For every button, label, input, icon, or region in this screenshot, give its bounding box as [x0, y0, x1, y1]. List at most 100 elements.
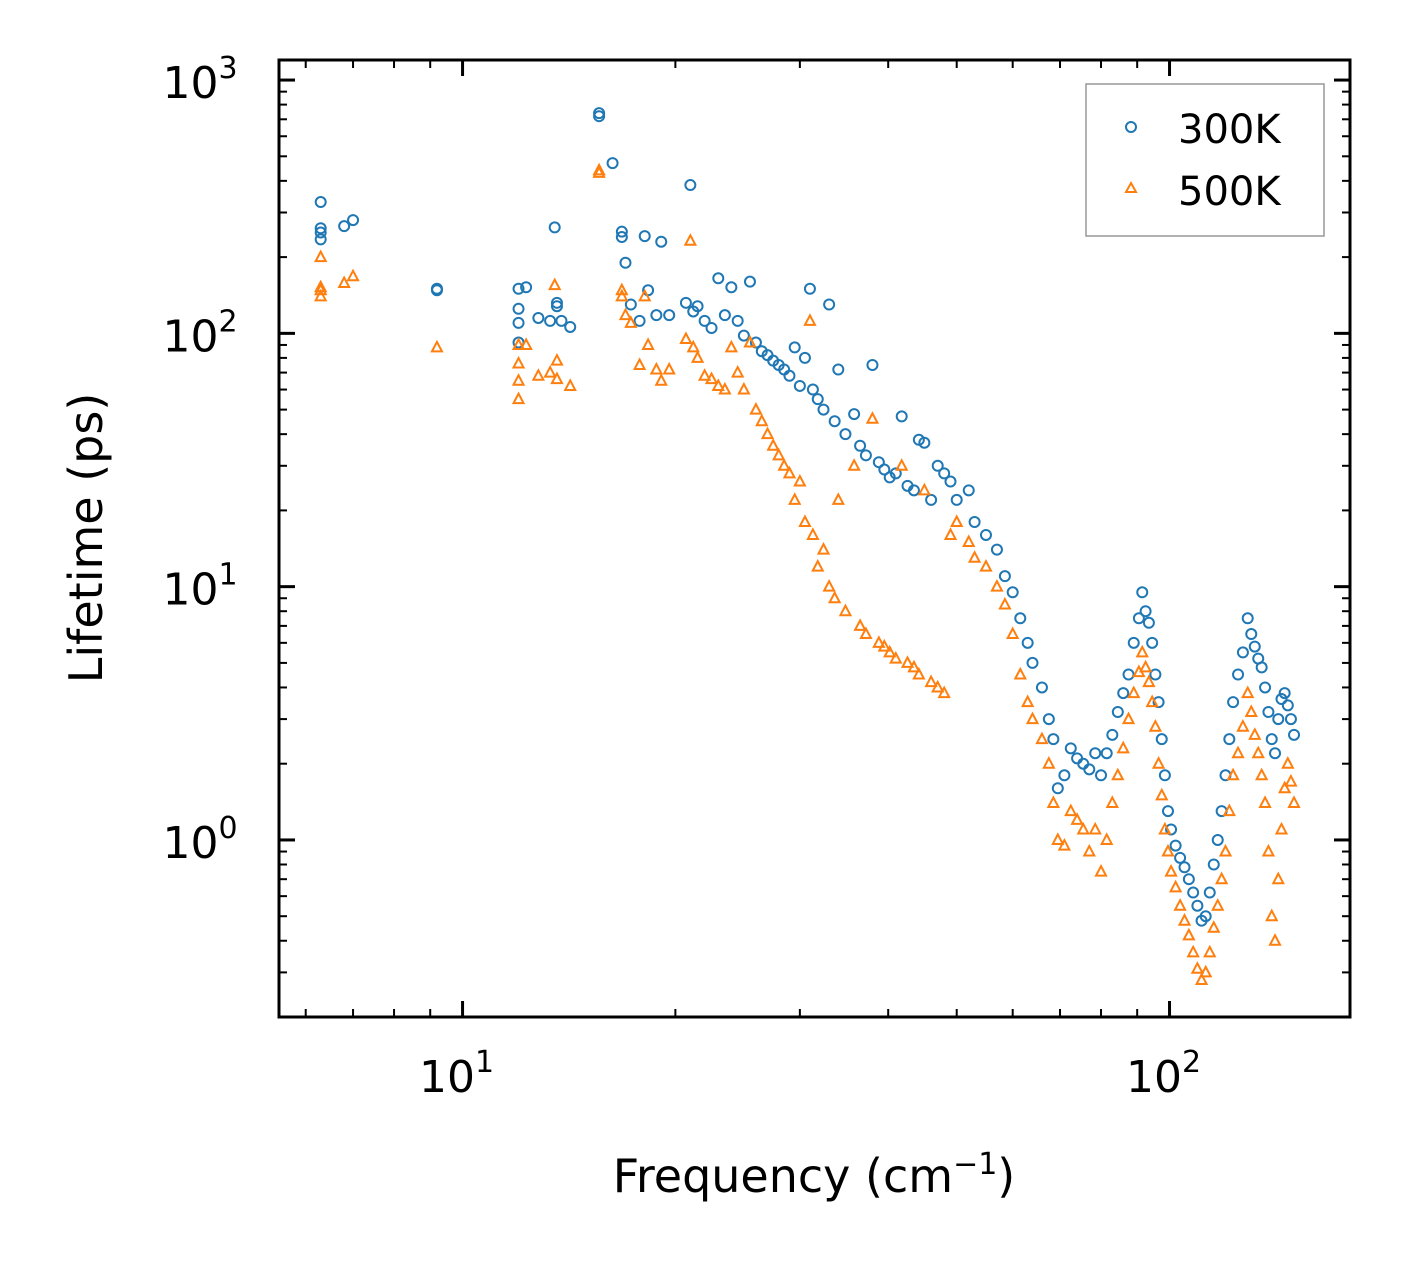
- point-500K: [511, 337, 526, 350]
- point-500K: [943, 527, 958, 540]
- point-500K: [1177, 913, 1192, 926]
- point-300K: [1051, 782, 1064, 795]
- point-300K: [593, 110, 606, 123]
- point-300K: [1278, 687, 1291, 700]
- point-500K: [1207, 920, 1221, 933]
- point-300K: [1026, 656, 1039, 669]
- point-500K: [865, 411, 880, 424]
- point-500K: [1226, 767, 1240, 781]
- point-300K: [878, 463, 891, 476]
- point-500K: [1218, 843, 1233, 857]
- point-500K: [1035, 731, 1049, 745]
- point-500K: [649, 361, 664, 375]
- point-500K: [1261, 843, 1276, 857]
- point-300K: [338, 220, 351, 233]
- point-300K: [1275, 693, 1288, 706]
- point-500K: [793, 473, 807, 487]
- point-500K: [1006, 626, 1020, 640]
- point-500K: [962, 534, 976, 548]
- point-300K: [1117, 687, 1130, 700]
- point-300K: [712, 272, 725, 285]
- point-500K: [816, 541, 831, 555]
- point-300K: [1191, 899, 1204, 912]
- point-500K: [1236, 719, 1250, 732]
- point-500K: [1164, 863, 1178, 877]
- point-500K: [1116, 740, 1130, 754]
- point-500K: [550, 353, 564, 366]
- point-500K: [618, 307, 633, 321]
- y-tick-label: 103: [162, 51, 237, 109]
- point-500K: [337, 275, 351, 289]
- point-500K: [1105, 795, 1119, 808]
- point-300K: [615, 231, 628, 244]
- point-300K: [1241, 612, 1254, 625]
- point-300K: [783, 369, 796, 382]
- point-500K: [1241, 685, 1255, 699]
- point-500K: [430, 339, 444, 353]
- point-500K: [1025, 711, 1040, 725]
- point-500K: [1158, 821, 1172, 835]
- y-axis-title: Lifetime (ps): [59, 393, 113, 684]
- point-300K: [1288, 728, 1301, 741]
- point-500K: [917, 482, 932, 496]
- point-500K: [766, 438, 780, 451]
- point-500K: [1121, 711, 1136, 725]
- point-300K: [950, 493, 963, 506]
- point-500K: [1244, 704, 1258, 717]
- point-500K: [838, 603, 853, 617]
- point-300K: [925, 493, 938, 506]
- point-500K: [511, 373, 526, 386]
- point-500K: [1148, 719, 1163, 732]
- y-tick-label: 101: [162, 558, 237, 616]
- point-500K: [1155, 787, 1169, 801]
- point-300K: [866, 359, 879, 372]
- legend-500k-marker: [1124, 180, 1138, 193]
- point-500K: [519, 337, 533, 350]
- point-500K: [1251, 745, 1265, 759]
- data-points: [314, 107, 1301, 985]
- point-300K: [684, 179, 697, 192]
- point-300K: [817, 403, 830, 416]
- point-300K: [1174, 851, 1187, 864]
- x-tick-label: 101: [419, 1045, 494, 1103]
- point-300K: [1155, 733, 1168, 746]
- point-300K: [828, 415, 841, 428]
- point-300K: [895, 410, 908, 423]
- point-300K: [650, 309, 663, 322]
- point-300K: [615, 225, 628, 238]
- point-500K: [1135, 644, 1149, 658]
- point-500K: [737, 381, 751, 395]
- point-300K: [619, 256, 632, 269]
- point-500K: [912, 666, 926, 680]
- point-500K: [1051, 832, 1065, 845]
- point-500K: [990, 579, 1004, 592]
- point-500K: [1046, 795, 1061, 808]
- point-500K: [1013, 666, 1027, 680]
- point-300K: [798, 351, 811, 364]
- point-300K: [803, 282, 816, 295]
- point-300K: [1127, 636, 1140, 649]
- point-500K: [967, 550, 982, 563]
- point-300K: [1083, 763, 1096, 776]
- point-500K: [563, 378, 577, 391]
- point-300K: [1142, 616, 1155, 629]
- point-500K: [1070, 812, 1084, 825]
- point-500K: [548, 277, 562, 291]
- point-300K: [550, 296, 563, 309]
- y-tick-label: 100: [162, 811, 237, 869]
- point-300K: [1132, 612, 1145, 625]
- point-300K: [544, 314, 557, 327]
- point-300K: [663, 309, 676, 322]
- series-500K: [314, 162, 1301, 985]
- point-300K: [550, 300, 563, 313]
- point-500K: [543, 364, 557, 378]
- series-300K: [314, 107, 1301, 927]
- point-300K: [859, 449, 872, 462]
- point-500K: [755, 413, 769, 427]
- plot-frame: [277, 58, 1352, 1019]
- point-300K: [718, 309, 731, 322]
- point-500K: [624, 315, 638, 328]
- point-500K: [924, 674, 938, 688]
- point-300K: [1006, 586, 1019, 599]
- point-500K: [1274, 821, 1289, 835]
